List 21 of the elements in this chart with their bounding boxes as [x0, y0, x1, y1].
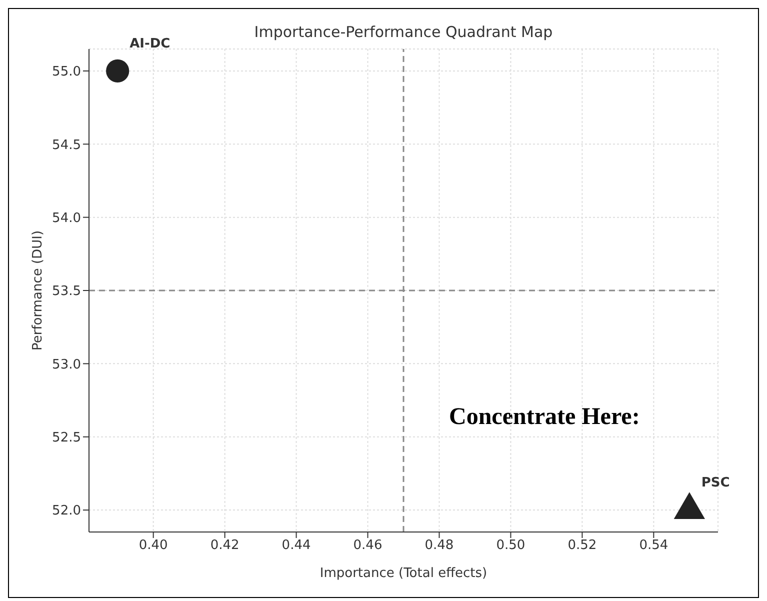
series-label: AI-DC [130, 36, 170, 52]
x-tick-label: 0.52 [568, 538, 597, 554]
annotation: Concentrate Here: [449, 404, 640, 431]
y-tick-label: 53.0 [52, 357, 81, 372]
x-tick-label: 0.44 [282, 538, 311, 554]
y-tick-label: 55.0 [52, 64, 81, 80]
x-tick-label: 0.40 [138, 538, 168, 554]
series-label: PSC [701, 475, 730, 490]
x-tick-label: 0.48 [424, 538, 454, 554]
x-tick-label: 0.54 [639, 538, 668, 554]
x-tick-label: 0.50 [496, 538, 526, 554]
y-tick-label: 52.5 [52, 430, 81, 446]
y-tick-label: 53.5 [52, 284, 81, 300]
x-axis-title: Importance (Total effects) [320, 566, 488, 581]
y-axis-title: Performance (DUI) [30, 230, 46, 351]
x-tick-label: 0.42 [210, 538, 240, 554]
chart-title: Importance-Performance Quadrant Map [254, 23, 553, 41]
y-tick-label: 54.5 [52, 138, 81, 153]
y-tick-label: 54.0 [52, 210, 81, 226]
y-tick-label: 52.0 [52, 504, 81, 519]
x-tick-label: 0.46 [353, 538, 382, 554]
